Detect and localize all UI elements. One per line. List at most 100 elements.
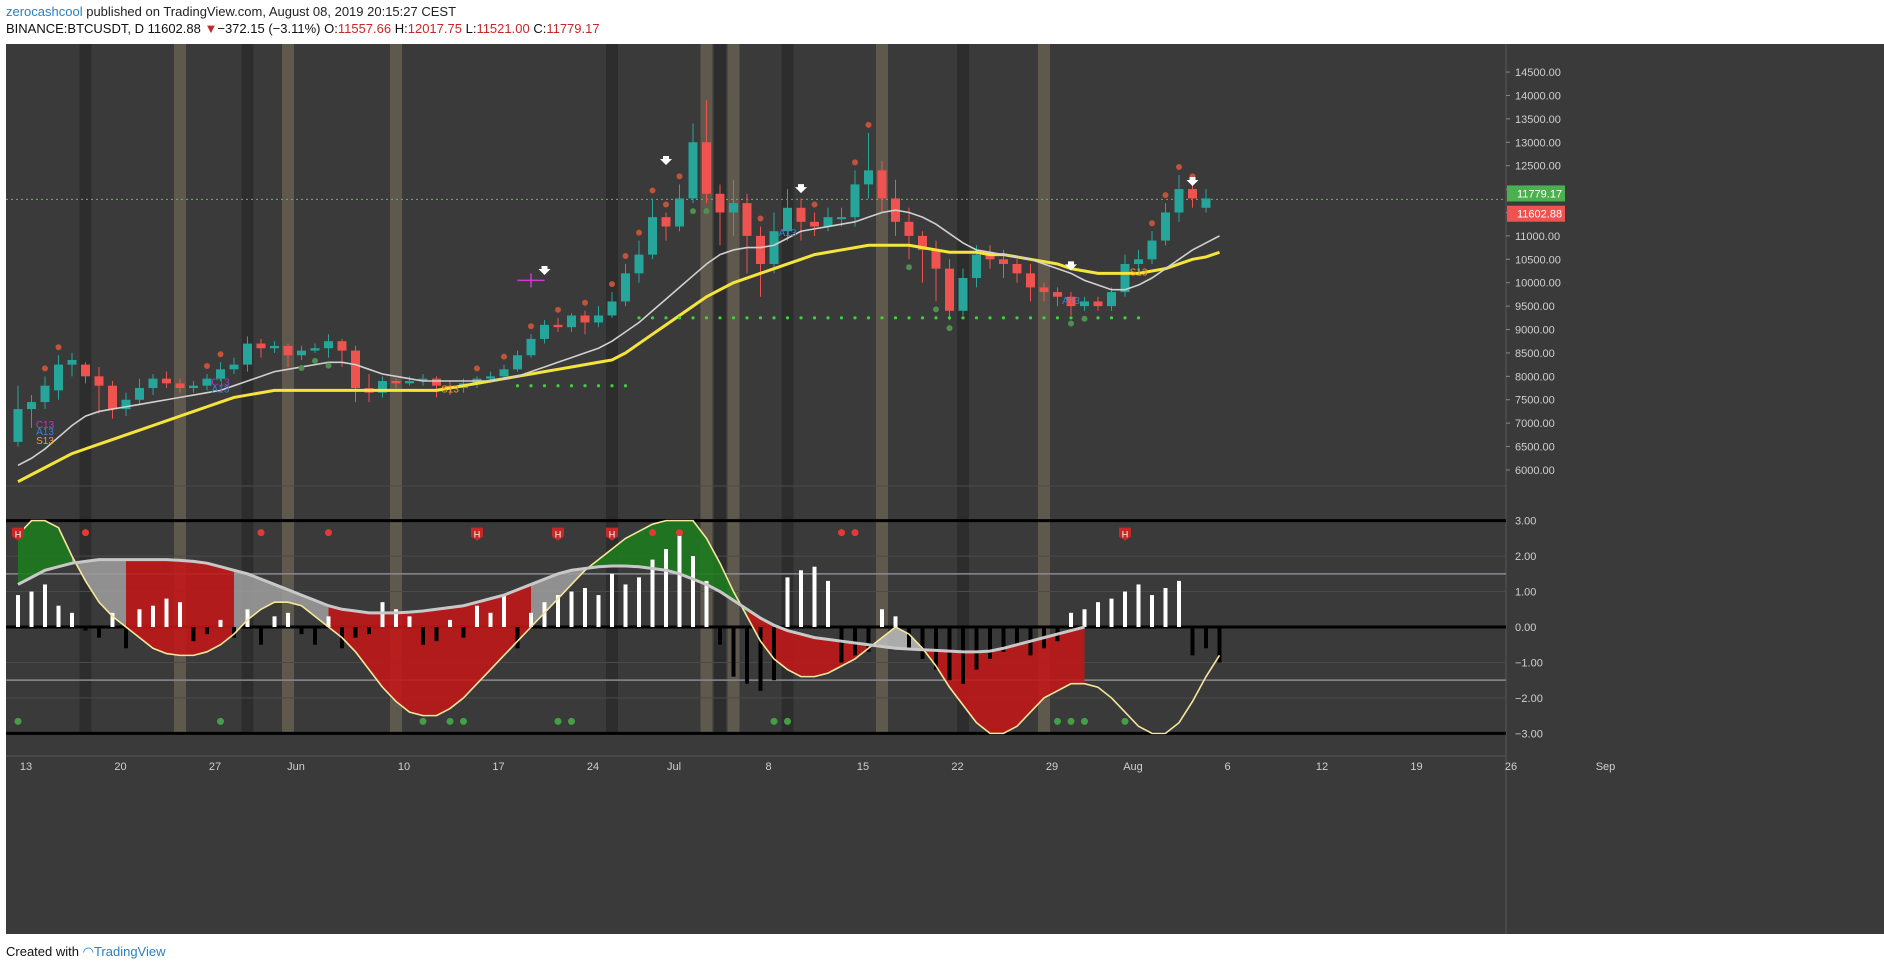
- osc-fill: [706, 538, 720, 592]
- histogram-bar: [367, 627, 371, 635]
- h-marker-label: H: [474, 530, 481, 540]
- histogram-bar: [853, 627, 857, 656]
- candle-body: [688, 142, 698, 199]
- histogram-bar: [961, 627, 965, 684]
- osc-bottom-dot: [14, 717, 22, 725]
- histogram-bar: [164, 598, 169, 627]
- candle-body: [189, 385, 198, 389]
- histogram-bar: [1082, 609, 1087, 627]
- time-tick-label: 15: [857, 761, 869, 773]
- histogram-bar: [124, 627, 128, 649]
- osc-fill: [990, 648, 1004, 734]
- histogram-bar: [974, 627, 979, 670]
- histogram-bar: [394, 609, 398, 627]
- osc-fill: [220, 566, 234, 645]
- chart-canvas[interactable]: 14500.00 14000.00 13500.00 13000.00 12500.00…: [6, 44, 1884, 934]
- osc-bottom-dot: [446, 717, 454, 725]
- osc-fill: [855, 642, 869, 659]
- setup-dot-red: [649, 187, 656, 194]
- candle-body: [270, 345, 279, 349]
- histogram-bar: [556, 595, 560, 627]
- time-tick-label: 19: [1410, 761, 1422, 773]
- price-tick-label: 13000.00: [1515, 137, 1561, 149]
- support-dot: [556, 384, 560, 388]
- high-value: 12017.75: [407, 21, 462, 36]
- h-marker-label: H: [609, 530, 616, 540]
- osc-fill: [234, 570, 248, 635]
- session-band-2: [241, 44, 254, 734]
- candle-body: [40, 385, 50, 403]
- osc-fill: [342, 609, 356, 652]
- support-dot: [1001, 316, 1006, 320]
- open-value: 11557.66: [337, 21, 392, 36]
- author-link[interactable]: zerocashcool: [6, 4, 83, 19]
- session-band-12: [1038, 44, 1050, 734]
- setup-dot-green: [312, 357, 318, 364]
- osc-fill: [450, 605, 464, 709]
- candle-body: [931, 249, 941, 269]
- price-tick-label: 13500.00: [1515, 114, 1561, 126]
- candle-body: [823, 217, 833, 227]
- candle-body: [1107, 292, 1116, 307]
- support-dot: [637, 316, 641, 320]
- support-dot: [934, 316, 938, 320]
- osc-fill: [355, 611, 369, 670]
- candle-body: [945, 268, 954, 311]
- support-dot: [907, 316, 911, 320]
- osc-fill: [936, 650, 950, 688]
- price-tick-label: 14500.00: [1515, 67, 1561, 79]
- osc-fill: [531, 579, 545, 627]
- osc-top-dot: [257, 529, 265, 537]
- chart-area[interactable]: 14500.00 14000.00 13500.00 13000.00 12500.00…: [6, 44, 1884, 934]
- candle-body: [1053, 292, 1062, 297]
- support-dot: [799, 316, 803, 320]
- osc-slow-line: [17, 558, 1085, 654]
- price-change: −372.15 (−3.11%): [217, 21, 321, 36]
- osc-bottom-dot: [1054, 717, 1061, 725]
- candle-body: [216, 369, 225, 379]
- setup-dot-green: [906, 264, 912, 271]
- histogram-bar: [839, 627, 844, 663]
- osc-fill: [774, 625, 788, 670]
- candle-body: [864, 170, 873, 185]
- time-tick-label: 29: [1046, 761, 1058, 773]
- candle-body: [54, 364, 63, 391]
- support-dot: [1109, 316, 1114, 320]
- histogram-bar: [704, 580, 709, 627]
- candle-body: [1161, 212, 1170, 241]
- signal-label: C13: [36, 420, 55, 431]
- osc-bottom-dot: [217, 717, 224, 725]
- setup-dot-red: [55, 344, 62, 351]
- osc-top-dot: [649, 529, 656, 537]
- candle-body: [513, 355, 522, 370]
- price-tick-label: 9000.00: [1515, 325, 1555, 337]
- candle-body: [351, 350, 360, 389]
- osc-fill: [787, 630, 801, 677]
- osc-top-dot: [82, 529, 89, 537]
- osc-fill: [99, 559, 113, 617]
- osc-tick-label: −2.00: [1515, 693, 1543, 705]
- histogram-bar: [286, 612, 290, 627]
- tradingview-link[interactable]: TradingView: [93, 944, 166, 959]
- setup-dot-green: [1081, 315, 1088, 322]
- histogram-bar: [623, 584, 628, 627]
- osc-bottom-dot: [770, 717, 778, 725]
- high-label: H:: [394, 21, 408, 36]
- session-band-8: [727, 44, 740, 734]
- histogram-bar: [542, 602, 547, 627]
- time-tick-label: 20: [114, 761, 126, 773]
- osc-fill: [976, 651, 990, 734]
- candle-body: [837, 217, 846, 220]
- osc-fill: [193, 561, 207, 656]
- session-band-5: [606, 44, 618, 734]
- candle-body: [553, 324, 563, 328]
- support-dot: [569, 384, 574, 388]
- support-dot: [1096, 316, 1100, 320]
- footer: Created with ◠TradingView: [6, 944, 166, 960]
- tradingview-logo-icon[interactable]: ◠: [82, 944, 94, 959]
- osc-fill: [382, 612, 396, 702]
- candle-body: [229, 364, 239, 370]
- histogram-bar: [56, 605, 61, 627]
- osc-fill: [490, 595, 504, 670]
- low-label: L:: [465, 21, 477, 36]
